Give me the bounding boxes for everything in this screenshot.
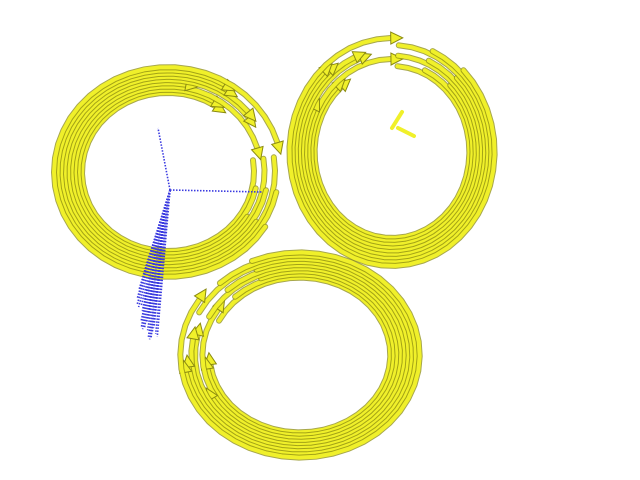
beta-strand [72, 84, 260, 260]
strand-arrowhead [270, 140, 284, 156]
beta-strand [189, 259, 411, 451]
strand-arrowhead [186, 325, 200, 341]
beta-strand [79, 90, 257, 254]
ligand-lines [136, 127, 263, 340]
beta-strand [178, 250, 422, 460]
strand-arrowhead [390, 31, 404, 45]
ring-top-left [50, 64, 284, 280]
beta-strand [287, 36, 497, 268]
beta-strand [293, 43, 491, 261]
beta-strand [69, 81, 267, 263]
ligand-line [147, 189, 171, 294]
beta-strand [193, 263, 407, 447]
ring-bottom [177, 249, 423, 461]
beta-strand [76, 87, 258, 257]
ligand-line [141, 189, 171, 330]
strand-arrowhead [250, 145, 264, 161]
beta-strand [183, 253, 418, 457]
beta-strand [186, 256, 415, 454]
ligand-line [144, 189, 171, 299]
ring-top-right [286, 31, 498, 269]
ligand-line [140, 189, 171, 307]
ligand-line [157, 127, 171, 191]
strand-arrowhead [193, 288, 207, 304]
beta-strand [205, 272, 396, 438]
ligand-line [146, 189, 171, 274]
beta-strand [312, 64, 472, 240]
beta-strand [208, 275, 393, 435]
ligand-line [142, 189, 171, 277]
beta-strand [200, 269, 400, 441]
beta-strand [51, 65, 280, 279]
beta-strand [296, 55, 488, 258]
ligand-line [136, 189, 171, 305]
beta-strand [62, 74, 259, 270]
strand-fragment [390, 110, 416, 138]
beta-strand [306, 57, 478, 247]
beta-strand [299, 56, 484, 255]
beta-strand [207, 266, 404, 444]
beta-strand [58, 71, 278, 273]
beta-strand [309, 68, 475, 244]
strand-arrowhead [351, 51, 367, 64]
strand-arrowhead [242, 107, 257, 123]
ligand-line [169, 189, 263, 193]
beta-strand [303, 53, 481, 251]
beta-strand [290, 49, 494, 265]
beta-strand [66, 77, 268, 267]
ligand-line [146, 189, 171, 331]
beta-barrel-rings [50, 31, 498, 461]
beta-strand [55, 68, 279, 276]
